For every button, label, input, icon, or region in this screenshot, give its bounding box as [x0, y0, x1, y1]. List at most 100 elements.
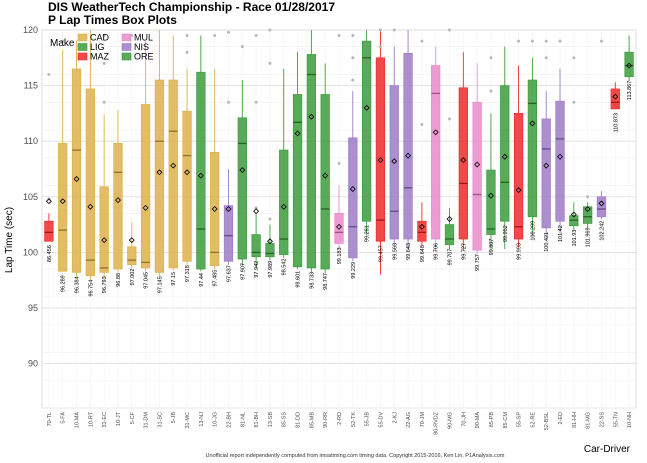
- box-iqr: [527, 79, 538, 218]
- box-iqr: [334, 213, 344, 244]
- best-lap-label: 96.754: [88, 280, 94, 297]
- best-lap-label: 98.542: [282, 259, 288, 276]
- x-tick-label: 70-TL: [47, 412, 53, 426]
- x-tick-label: 52-RE: [530, 412, 536, 428]
- box-iqr: [237, 117, 247, 260]
- legend-swatch-maz: [77, 52, 88, 61]
- x-tick-label: 22-SS: [599, 412, 605, 428]
- outlier-point: [489, 56, 493, 60]
- mean-marker: [418, 223, 425, 230]
- x-tick-label: 55-DV: [378, 412, 384, 428]
- box-31-DM: 97.045: [140, 41, 151, 289]
- best-lap-label: 96.384: [75, 276, 81, 293]
- box-81-NL: 97.907: [237, 45, 247, 280]
- best-lap-label: 97.002: [130, 269, 136, 286]
- legend-label-ore: ORE: [134, 52, 154, 62]
- box-85-CM: 99.952: [500, 46, 510, 250]
- x-tick-label: 10-JG: [213, 412, 219, 427]
- box-55-DV: 99.457: [375, 28, 386, 275]
- box-iqr: [127, 246, 137, 265]
- y-axis-label: Lap Time (sec): [4, 207, 15, 273]
- outlier-point: [448, 117, 452, 121]
- outlier-point: [378, 28, 382, 32]
- outlier-point: [586, 195, 590, 199]
- outlier-point: [351, 56, 355, 60]
- box-5-CF: 97.002: [127, 34, 137, 286]
- box-2-RD: 99.183: [334, 34, 344, 264]
- y-tick-label: 100: [23, 247, 38, 257]
- x-tick-label: 81-NL: [240, 412, 246, 427]
- best-lap-label: 99.281: [365, 225, 371, 242]
- mean-marker: [584, 206, 591, 212]
- mean-marker: [626, 62, 633, 69]
- box-70-TL: 86.456: [44, 72, 54, 262]
- x-tick-label: 22-BH: [226, 412, 232, 428]
- outlier-point: [102, 100, 106, 104]
- box-90-RVDZ: 99.706: [431, 46, 441, 260]
- x-axis-ticks: 70-TL 5-FA 10-MA 10-RT 31-EC 10-JT 5-CF 31-DM 31…: [47, 411, 633, 434]
- box-iqr: [265, 243, 275, 258]
- box-22-AG: 99.643: [403, 30, 413, 260]
- box-iqr: [71, 68, 82, 273]
- x-tick-label: 85-MB: [309, 412, 315, 429]
- x-tick-label: 52-BSL: [544, 412, 550, 430]
- box-iqr: [140, 104, 151, 269]
- box-iqr: [361, 40, 372, 222]
- mean-marker: [598, 200, 605, 207]
- best-lap-label: 98.747: [323, 273, 329, 290]
- best-lap-label: 97.44: [199, 273, 205, 287]
- box-iqr: [279, 149, 289, 255]
- mean-marker: [405, 152, 412, 159]
- best-lap-label: 100.299: [530, 221, 536, 241]
- box-iqr: [375, 57, 386, 242]
- box-22-SS: 102.242: [596, 39, 607, 241]
- outlier-point: [185, 34, 189, 38]
- best-lap-label: 99.648: [420, 245, 426, 262]
- outlier-point: [392, 28, 396, 32]
- best-lap-label: 97.485: [213, 270, 219, 287]
- chart-title: DIS WeatherTech Championship - Race 01/2…: [48, 0, 335, 14]
- box-2-KJ: 99.563: [389, 28, 399, 260]
- best-lap-label: 86.456: [47, 245, 53, 262]
- mean-marker: [115, 197, 121, 204]
- y-tick-label: 95: [28, 303, 38, 313]
- best-lap-label: 99.757: [475, 254, 481, 271]
- mean-marker: [225, 206, 232, 212]
- best-lap-label: 99.643: [406, 243, 412, 260]
- x-tick-label: 2-RD: [337, 412, 343, 425]
- x-tick-label: 22-AG: [406, 412, 412, 428]
- box-iqr: [196, 71, 206, 270]
- x-tick-label: 70-JM: [420, 412, 426, 428]
- x-axis-label: Car-Driver: [584, 444, 631, 455]
- y-axis-ticks: 90 95 100 105 110 115 120: [23, 25, 38, 369]
- x-tick-label: 5-JB: [171, 412, 177, 424]
- box-55-SP: 99.993: [513, 39, 524, 260]
- mean-marker: [294, 130, 301, 137]
- outlier-point: [420, 123, 424, 126]
- mean-marker: [59, 198, 66, 205]
- box-iqr: [458, 87, 468, 240]
- best-lap-label: 101.42: [558, 225, 564, 242]
- mean-marker: [501, 153, 508, 160]
- box-iqr: [389, 85, 399, 240]
- mean-marker: [101, 237, 108, 244]
- box-iqr: [596, 196, 607, 218]
- x-tick-label: 81-BH: [254, 412, 260, 428]
- x-tick-label: 31-DM: [144, 412, 150, 429]
- best-lap-label: 97.637: [226, 265, 232, 282]
- box-iqr: [113, 143, 123, 270]
- boxes: 86.456 96.289 96.384 96.754 96.793 96.88 97.00…: [44, 28, 634, 297]
- outlier-point: [102, 61, 106, 65]
- mean-marker: [239, 167, 246, 174]
- best-lap-label: 99.707: [448, 249, 454, 266]
- outlier-point: [254, 100, 258, 104]
- outlier-point: [489, 89, 493, 93]
- mean-marker: [170, 162, 177, 169]
- outlier-point: [351, 78, 355, 82]
- best-lap-label: 99.952: [503, 225, 509, 242]
- best-lap-label: 102.242: [599, 221, 605, 241]
- box-10-RT: 96.754: [85, 30, 95, 297]
- outlier-point: [337, 34, 341, 38]
- box-31-EC: 96.793: [99, 34, 109, 293]
- chart-subtitle: P Lap Times Box Plots: [48, 13, 177, 27]
